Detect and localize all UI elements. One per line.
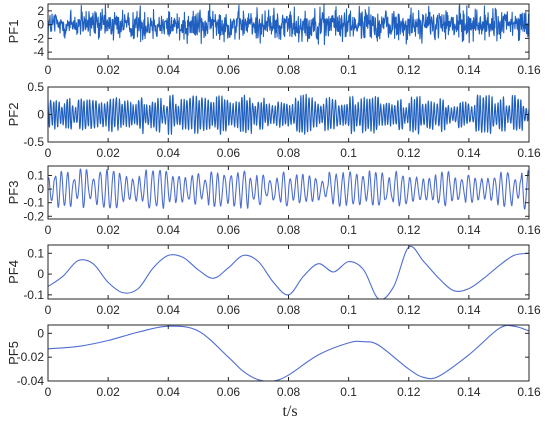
x-tick-label: 0.12: [397, 303, 421, 317]
y-tick-label: 0: [37, 267, 44, 281]
y-tick-label: 2: [37, 4, 44, 18]
y-tick-label: -0.04: [17, 374, 45, 388]
x-tick-label: 0: [45, 146, 52, 160]
x-tick-label: 0.12: [397, 223, 421, 237]
x-tick-label: 0.16: [517, 223, 541, 237]
series-line-pf3: [48, 168, 529, 210]
y-tick-label: -0.2: [23, 209, 44, 223]
x-axis-label: t/s: [282, 403, 297, 420]
x-tick-label: 0.1: [340, 303, 357, 317]
series-line-pf1: [48, 4, 529, 46]
series-line-pf4: [48, 245, 529, 299]
panel-pf3: 0 0.02 0.04 0.06 0.08 0.1 0.12 0.14 0.160.10-0.1…: [6, 165, 541, 237]
x-tick-label: 0.02: [96, 223, 120, 237]
x-tick-label: 0.04: [157, 223, 181, 237]
x-tick-label: 0.14: [457, 223, 481, 237]
panel-pf2: 0 0.02 0.04 0.06 0.08 0.1 0.12 0.14 0.160.50-0.5…: [6, 80, 541, 160]
x-tick-label: 0.16: [517, 385, 541, 399]
y-tick-label: 0: [37, 108, 44, 122]
x-tick-label: 0.06: [217, 303, 241, 317]
y-tick-label: 0: [37, 182, 44, 196]
x-tick-label: 0.08: [277, 303, 301, 317]
x-tick-label: 0.1: [340, 223, 357, 237]
x-tick-label: 0.16: [517, 303, 541, 317]
x-tick-label: 0.14: [457, 385, 481, 399]
series-line-pf2: [48, 93, 529, 135]
x-tick-label: 0: [45, 385, 52, 399]
plot-frame-pf5: [47, 324, 530, 382]
x-tick-label: 0: [45, 63, 52, 77]
x-tick-label: 0.08: [277, 223, 301, 237]
x-tick-label: 0.14: [457, 63, 481, 77]
x-tick-label: 0.14: [457, 303, 481, 317]
x-tick-label: 0.1: [340, 385, 357, 399]
y-tick-label: 0: [37, 326, 44, 340]
y-tick-label: -4: [33, 45, 44, 59]
x-tick-label: 0.16: [517, 63, 541, 77]
x-tick-label: 0.06: [217, 63, 241, 77]
x-tick-label: 0.06: [217, 146, 241, 160]
y-tick-label: -0.02: [17, 350, 45, 364]
x-tick-label: 0.14: [457, 146, 481, 160]
x-tick-label: 0.04: [157, 385, 181, 399]
y-axis-label: PF1: [6, 20, 21, 44]
panel-pf5: 0 0.02 0.04 0.06 0.08 0.1 0.12 0.14 0.16 0 -0.02 -0…: [6, 324, 541, 399]
x-tick-label: 0.04: [157, 146, 181, 160]
x-tick-label: 0.08: [277, 385, 301, 399]
panel-pf1: 0 0.02 0.04 0.06 0.08 0.1 0.12 0.14 0.1620-2-4PF…: [6, 3, 541, 77]
y-tick-label: 0.1: [27, 246, 44, 260]
x-tick-label: 0.12: [397, 63, 421, 77]
y-tick-label: -0.1: [23, 196, 44, 210]
x-tick-label: 0.08: [277, 63, 301, 77]
x-tick-label: 0.06: [217, 385, 241, 399]
x-tick-label: 0.1: [340, 146, 357, 160]
y-tick-label: 0.1: [27, 169, 44, 183]
x-tick-label: 0.02: [96, 63, 120, 77]
y-axis-label: PF4: [6, 260, 21, 284]
y-tick-label: -0.5: [23, 135, 44, 149]
y-tick-label: -0.1: [23, 288, 44, 302]
y-tick-label: -2: [33, 31, 44, 45]
series-line-pf5: [48, 325, 529, 381]
x-tick-label: 0.08: [277, 146, 301, 160]
x-tick-label: 0.12: [397, 146, 421, 160]
x-tick-label: 0.04: [157, 63, 181, 77]
y-tick-label: 0.5: [27, 80, 44, 94]
x-tick-label: 0: [45, 223, 52, 237]
x-tick-label: 0.02: [96, 146, 120, 160]
x-tick-label: 0.1: [340, 63, 357, 77]
y-axis-label: PF2: [6, 103, 21, 127]
y-tick-label: 0: [37, 18, 44, 32]
x-tick-label: 0.06: [217, 223, 241, 237]
x-tick-label: 0.02: [96, 303, 120, 317]
y-axis-label: PF5: [6, 341, 21, 365]
x-tick-label: 0.16: [517, 146, 541, 160]
x-tick-label: 0.02: [96, 385, 120, 399]
x-tick-label: 0.04: [157, 303, 181, 317]
y-axis-label: PF3: [6, 181, 21, 205]
x-tick-label: 0: [45, 303, 52, 317]
panel-pf4: 0 0.02 0.04 0.06 0.08 0.1 0.12 0.14 0.160.10-0.1…: [6, 244, 541, 317]
x-tick-label: 0.12: [397, 385, 421, 399]
